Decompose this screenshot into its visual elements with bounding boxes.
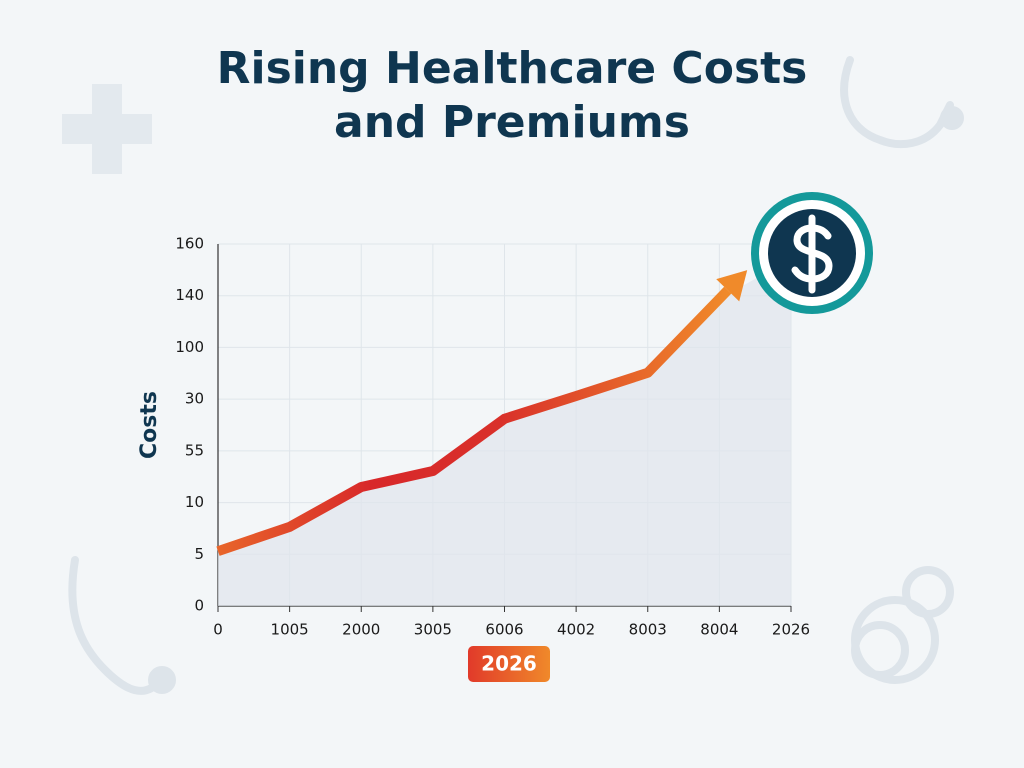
y-tick-label: 0 (194, 597, 204, 615)
area (218, 258, 791, 606)
x-tick-label: 6006 (485, 621, 523, 639)
x-tick-label: 4002 (557, 621, 595, 639)
y-tick-label: 5 (194, 545, 204, 563)
icon-dollar (791, 214, 833, 294)
badge: 2026 (481, 652, 537, 676)
x-tick-label: 8003 (629, 621, 667, 639)
x-tick-label: 2026 (772, 621, 810, 639)
y-axis-label: Costs (137, 391, 162, 459)
decoration (62, 56, 964, 695)
y-tick-label: 100 (175, 338, 204, 356)
line (216, 286, 732, 556)
chart-title: Rising Healthcare Costs and Premiums (216, 43, 808, 148)
y-tick-label: 30 (185, 390, 204, 408)
y-tick-label: 140 (175, 286, 204, 304)
y-tick-label: 10 (185, 493, 204, 511)
x-tick-label: 8004 (700, 621, 738, 639)
y-tick-label: 160 (175, 235, 204, 253)
x-tick-label: 1005 (271, 621, 309, 639)
badge-box (468, 646, 550, 682)
arrow-head (716, 270, 748, 302)
x-tick-label: 0 (213, 621, 223, 639)
y-tick-label: 55 (185, 441, 204, 459)
x-tick-label: 2000 (342, 621, 380, 639)
x-tick-label: 3005 (414, 621, 452, 639)
